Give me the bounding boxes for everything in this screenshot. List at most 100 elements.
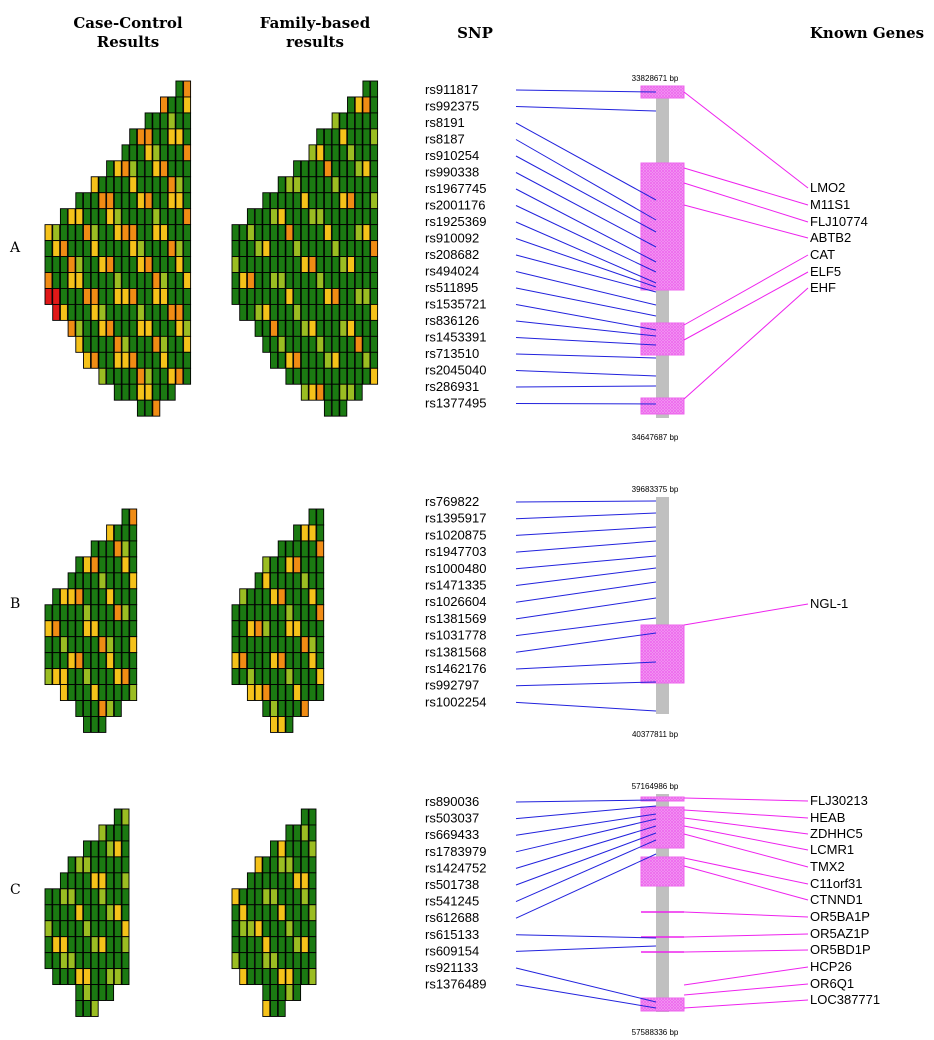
ld-cell [316, 668, 325, 686]
ld-cell [285, 192, 294, 210]
ld-cell [293, 636, 302, 654]
ld-cell [106, 224, 115, 242]
ld-cell [270, 620, 278, 638]
snp-label: rs503037 [425, 811, 479, 826]
ld-cell [262, 588, 271, 606]
ld-cell [300, 288, 309, 305]
ld-cell [113, 652, 122, 670]
ld-cell [339, 192, 348, 210]
snp-label: rs992797 [425, 678, 479, 693]
ld-cell [98, 888, 107, 906]
ld-cell [175, 240, 184, 258]
snp-label: rs1783979 [425, 844, 486, 859]
ld-cell [316, 192, 325, 210]
ld-cell [113, 288, 122, 305]
ld-cell [83, 351, 91, 369]
ld-cell [83, 872, 91, 890]
ld-cell [300, 383, 309, 401]
ld-cell [121, 888, 130, 906]
ld-cell [67, 856, 76, 874]
ld-cell [98, 856, 107, 874]
bp-start-label: 39683375 bp [632, 485, 679, 494]
ld-cell [254, 652, 263, 670]
ld-cell [59, 604, 68, 622]
ld-cell [362, 96, 371, 114]
ld-cell [323, 319, 332, 337]
ld-cell [98, 716, 107, 733]
ld-cell [246, 240, 255, 258]
ld-cell [129, 144, 138, 162]
ld-cell [160, 144, 168, 162]
snp-link-line [515, 632, 657, 653]
ld-cell [362, 272, 371, 289]
gene-label: HCP26 [810, 959, 852, 974]
snp-label: rs1031778 [425, 628, 486, 643]
ld-cell [300, 684, 309, 701]
ld-cell [59, 888, 68, 906]
ld-cell [113, 335, 122, 353]
ld-cell [52, 303, 61, 321]
ld-cell [316, 524, 325, 542]
ld-cell [316, 351, 325, 369]
ld-cell [347, 128, 355, 146]
ld-cell [83, 256, 91, 273]
ld-cell [113, 272, 122, 289]
ld-cell [152, 240, 161, 258]
ld-cell [160, 319, 168, 337]
ld-cell [270, 604, 278, 622]
ld-cell [347, 367, 355, 385]
ld-cell [52, 256, 61, 273]
ld-cell [113, 888, 122, 906]
ld-cell [129, 128, 138, 146]
ld-cell [300, 636, 309, 654]
ld-cell [331, 367, 340, 385]
ld-cell [121, 319, 130, 337]
ld-cell [83, 288, 91, 305]
ld-cell [52, 952, 61, 970]
ld-cell [106, 288, 115, 305]
ld-cell [254, 288, 263, 305]
ld-cell [331, 240, 340, 258]
ld-cell [129, 351, 138, 369]
ld-cell [167, 303, 176, 321]
ld-cell [231, 224, 240, 242]
ld-cell [90, 620, 99, 638]
ld-cell [129, 540, 138, 558]
gene-label: HEAB [810, 810, 845, 825]
ld-cell [113, 952, 122, 970]
ld-cell [254, 888, 263, 906]
ld-cell [270, 668, 278, 686]
ld-cell [90, 716, 99, 733]
gene-label: FLJ10774 [810, 214, 868, 229]
ld-cell [59, 920, 68, 938]
ld-cell [160, 240, 168, 258]
ld-cell [316, 636, 325, 654]
gene-link-line [683, 809, 809, 819]
snp-link-line [515, 853, 657, 919]
ld-cell [277, 540, 286, 558]
ld-matrix-c-case-control [44, 808, 130, 1017]
ld-cell [262, 240, 271, 258]
ld-cell [277, 984, 286, 1001]
ld-cell [98, 303, 107, 321]
ld-cell [129, 620, 138, 638]
ld-cell [331, 288, 340, 305]
ld-cell [83, 303, 91, 321]
ld-cell [246, 668, 255, 686]
snp-label: rs910254 [425, 148, 479, 163]
snp-label: rs2045040 [425, 363, 486, 378]
ld-cell [129, 288, 138, 305]
gene-link-line [683, 287, 809, 400]
ld-cell [246, 888, 255, 906]
ld-cell [136, 256, 145, 273]
ld-cell [308, 840, 317, 858]
ld-cell [308, 383, 317, 401]
ld-cell [152, 367, 161, 385]
ld-cell [136, 240, 145, 258]
gene-link-line [683, 999, 809, 1009]
ld-cell [285, 604, 294, 622]
ld-cell [75, 636, 84, 654]
snp-label: rs501738 [425, 877, 479, 892]
gene-label: ABTB2 [810, 230, 851, 245]
ld-cell [44, 272, 53, 289]
